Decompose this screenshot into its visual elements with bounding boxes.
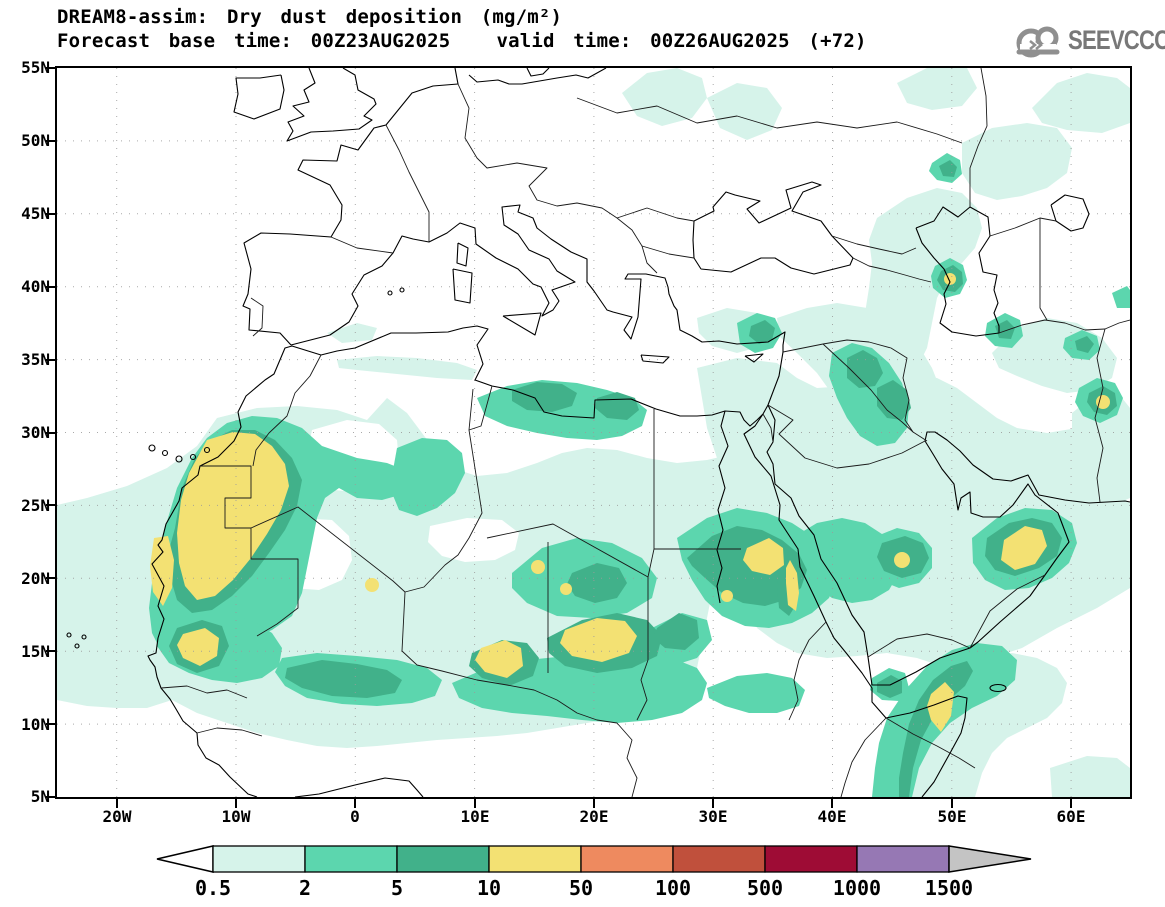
colorbar-tick-label: 2 [298, 876, 312, 900]
lat-tick-label: 55N [21, 58, 50, 77]
lon-tick-label: 10W [221, 807, 251, 826]
colorbar-tick-label: 100 [654, 876, 692, 900]
colorbar [155, 843, 1035, 877]
lat-tick-label: 25N [21, 496, 50, 515]
colorbar-segment [764, 845, 858, 873]
colorbar-over-arrow [948, 845, 1032, 873]
colorbar-tick-label: 500 [746, 876, 784, 900]
lat-tick-label: 15N [21, 642, 50, 661]
colorbar-segment [396, 845, 490, 873]
country-borders [160, 68, 1130, 797]
graticule [57, 68, 1130, 797]
lat-tick-label: 35N [21, 350, 50, 369]
colorbar-segment [304, 845, 398, 873]
colorbar-segment [580, 845, 674, 873]
lat-tick-label: 10N [21, 715, 50, 734]
colorbar-tick-label: 1500 [924, 876, 974, 900]
colorbar-tick-label: 50 [568, 876, 594, 900]
figure-title: DREAM8-assim: Dry dust deposition (mg/m²… [57, 6, 563, 28]
lon-tick-label: 40E [817, 807, 847, 826]
lat-tick-label: 30N [21, 423, 50, 442]
colorbar-tick-label: 0.5 [194, 876, 232, 900]
lon-tick-label: 0 [350, 807, 360, 826]
dust-fill-level4 [150, 273, 1110, 732]
logo-text: SEEVCCC [1068, 24, 1165, 55]
forecast-base-time: Forecast base time: 00Z23AUG2025 [57, 30, 451, 52]
map-frame [55, 66, 1132, 799]
lat-tick-label: 5N [30, 787, 50, 806]
lon-tick-label: 20W [102, 807, 132, 826]
lat-tick-label: 45N [21, 204, 50, 223]
lat-tick-label: 20N [21, 569, 50, 588]
lon-tick-label: 60E [1056, 807, 1086, 826]
colorbar-segment [856, 845, 950, 873]
lon-tick-label: 50E [937, 807, 967, 826]
colorbar-segment [212, 845, 306, 873]
figure-subtitle: Forecast base time: 00Z23AUG2025 valid ti… [57, 30, 867, 52]
lon-tick-label: 10E [460, 807, 490, 826]
lat-tick-label: 40N [21, 277, 50, 296]
colorbar-under-arrow [156, 845, 214, 873]
lon-tick-label: 20E [579, 807, 609, 826]
lon-tick-label: 30E [698, 807, 728, 826]
colorbar-segment [672, 845, 766, 873]
colorbar-tick-label: 1000 [832, 876, 882, 900]
lat-tick-label: 50N [21, 131, 50, 150]
colorbar-tick-label: 5 [390, 876, 404, 900]
colorbar-tick-label: 10 [476, 876, 502, 900]
valid-time: valid time: 00Z26AUG2025 (+72) [496, 30, 867, 52]
colorbar-segment [488, 845, 582, 873]
dust-deposition-map [57, 68, 1130, 797]
seevccc-logo: SEEVCCC [1012, 20, 1165, 60]
colorbar-scale [156, 845, 1032, 873]
cloud-icon [1016, 26, 1060, 58]
